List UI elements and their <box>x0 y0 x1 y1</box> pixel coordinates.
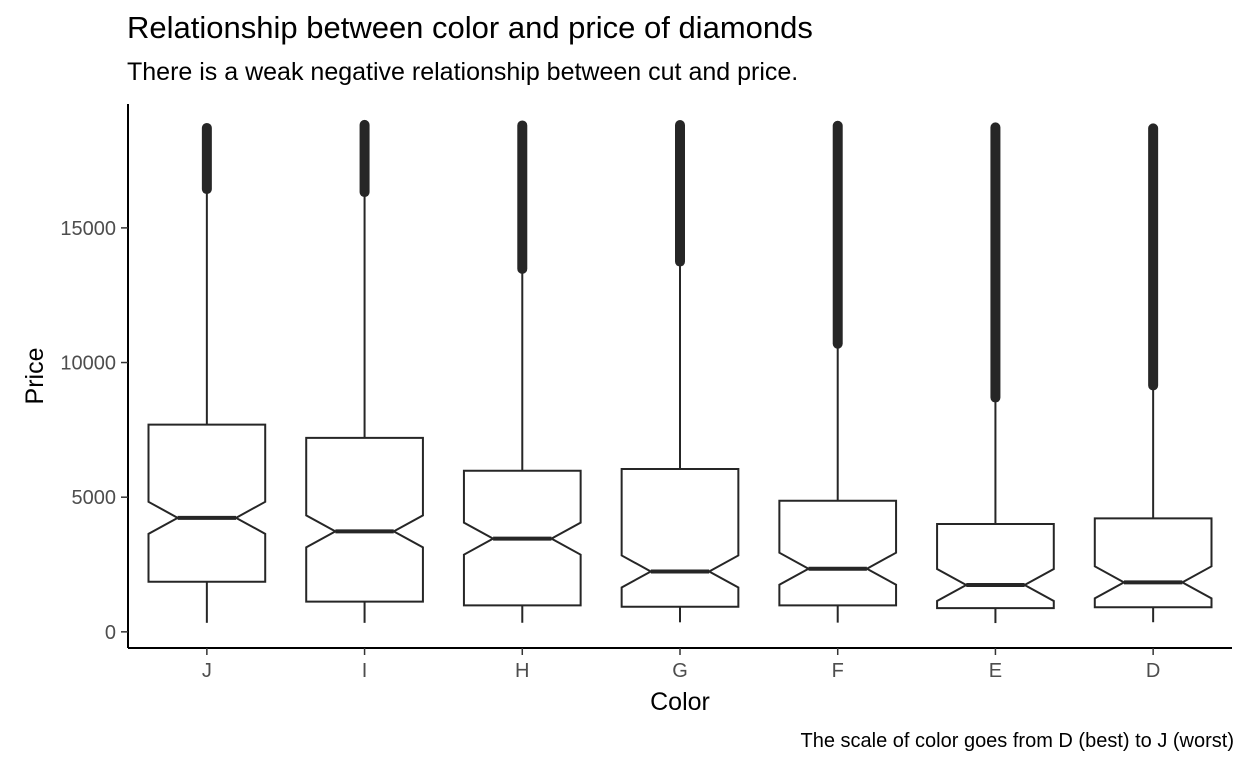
box-body <box>778 499 898 607</box>
box-I <box>305 119 424 623</box>
y-axis-ticks: 0 5000 10000 15000 <box>60 218 128 644</box>
chart-caption: The scale of color goes from D (best) to… <box>800 730 1234 752</box>
chart-subtitle: There is a weak negative relationship be… <box>127 58 799 86</box>
y-tick-label: 10000 <box>60 353 116 375</box>
box-body <box>620 467 740 608</box>
box-body <box>1093 517 1213 609</box>
boxes-layer <box>147 119 1213 624</box>
box-J <box>147 122 267 623</box>
x-tick-label: D <box>1146 660 1160 682</box>
box-E <box>936 122 1055 624</box>
box-body <box>147 423 267 583</box>
outlier-points <box>201 122 212 195</box>
x-tick-label: G <box>672 660 688 682</box>
x-tick-label: I <box>362 660 368 682</box>
outlier-points <box>832 120 843 349</box>
outlier-points <box>1148 123 1159 391</box>
chart-title: Relationship between color and price of … <box>127 10 813 45</box>
y-tick-label: 15000 <box>60 218 116 240</box>
y-tick-label: 5000 <box>72 487 117 509</box>
outlier-points <box>517 120 528 274</box>
x-tick-label: J <box>202 660 212 682</box>
y-axis-title: Price <box>21 348 49 405</box>
outlier-points <box>359 119 370 198</box>
x-axis-title: Color <box>650 688 710 716</box>
x-tick-label: H <box>515 660 529 682</box>
box-body <box>305 436 424 603</box>
box-G <box>620 120 740 623</box>
box-H <box>462 120 582 623</box>
box-D <box>1093 123 1213 623</box>
outlier-points <box>675 120 685 267</box>
x-tick-label: F <box>832 660 844 682</box>
outlier-points <box>990 122 1001 403</box>
x-tick-label: E <box>989 660 1002 682</box>
box-F <box>778 120 898 623</box>
box-body <box>936 523 1055 610</box>
y-tick-label: 0 <box>105 622 116 644</box>
